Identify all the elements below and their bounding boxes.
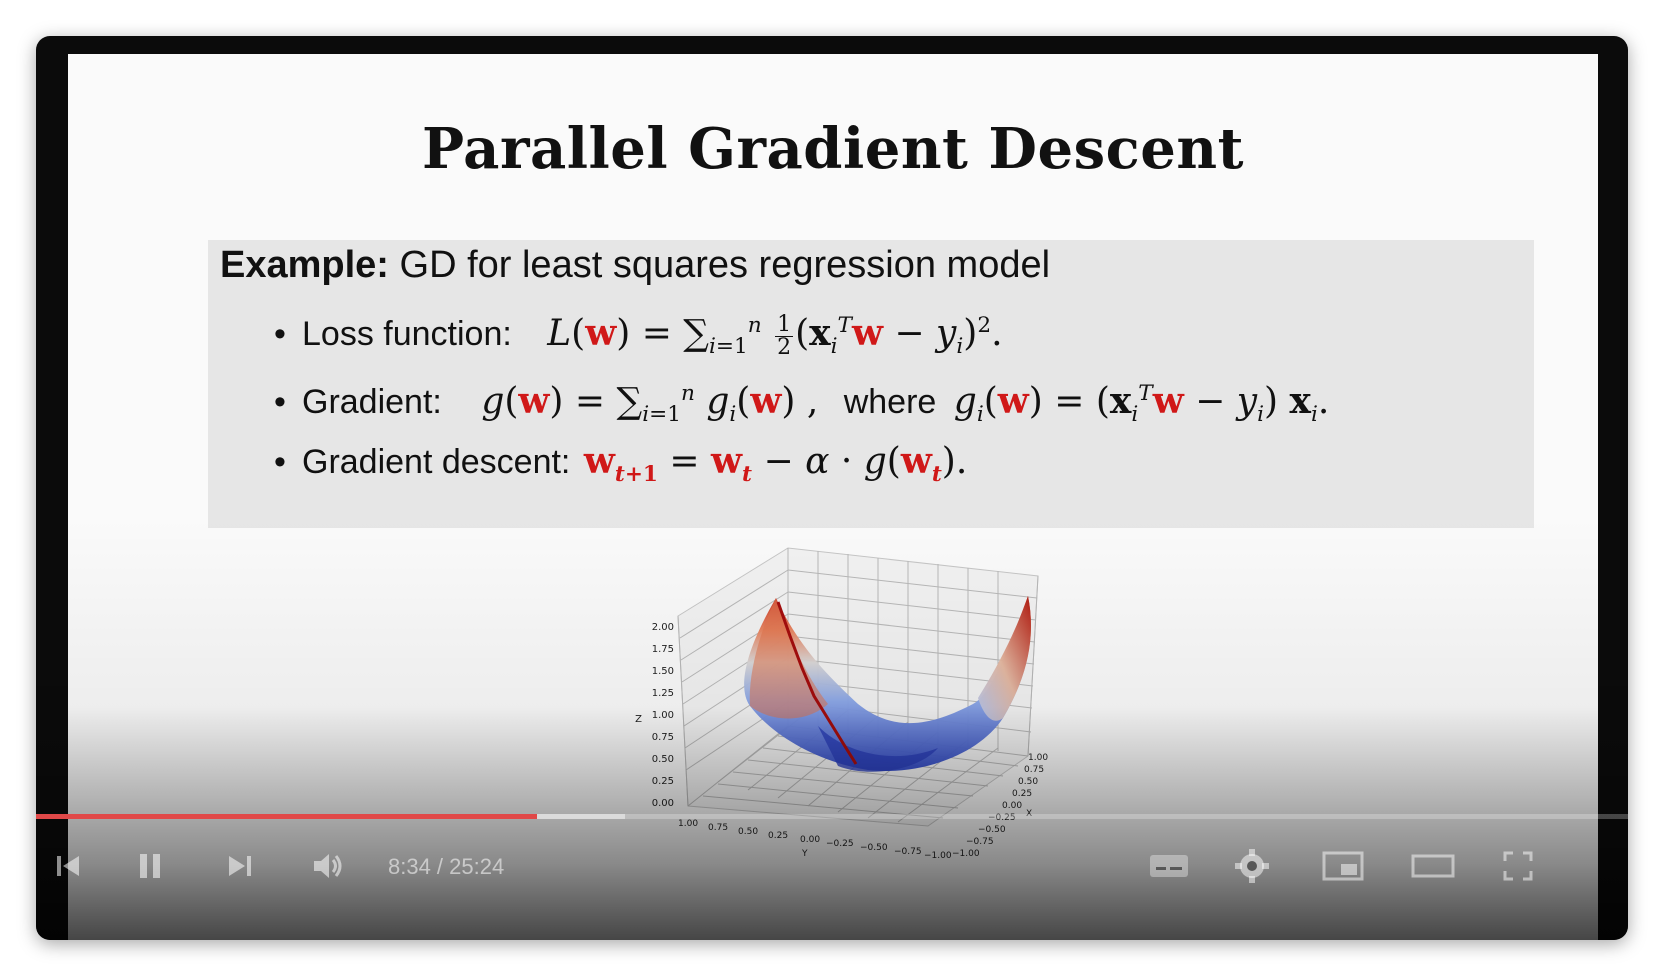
surface-plot: 2.00 1.75 1.50 1.25 1.00 0.75 0.50 0.25 …: [598, 526, 1068, 886]
x-tick: 0.75: [1024, 765, 1044, 775]
skip-back-button[interactable]: [46, 844, 90, 888]
theater-icon: [1411, 854, 1455, 878]
skip-next-button[interactable]: [218, 844, 262, 888]
z-tick: 1.00: [652, 710, 674, 721]
z-tick: 0.75: [652, 732, 674, 743]
captions-icon: [1150, 855, 1188, 877]
z-axis-ticks: 2.00 1.75 1.50 1.25 1.00 0.75 0.50 0.25 …: [635, 622, 674, 809]
theater-mode-button[interactable]: [1408, 844, 1458, 888]
video-player[interactable]: Parallel Gradient Descent Example: GD fo…: [36, 36, 1628, 940]
bullet-dot: •: [274, 383, 286, 421]
gradient-i-formula: gi(w) = (xiTw − yi) xi.: [953, 380, 1330, 428]
skip-back-icon: [57, 856, 79, 876]
gradient-formula: g(w) = ∑i=1n gi(w) ,: [481, 380, 819, 428]
plot-grid: [677, 547, 1039, 827]
z-tick: 1.50: [652, 666, 674, 677]
bullet-label: Gradient:: [302, 383, 442, 421]
bullet-label: Loss function:: [302, 315, 512, 353]
z-tick: 0.50: [652, 754, 674, 765]
progress-bar[interactable]: [36, 814, 1628, 819]
loss-formula: L(w) = ∑i=1n 1 2 (xiTw − yi)2.: [547, 311, 1003, 360]
volume-button[interactable]: [306, 844, 350, 888]
fullscreen-icon: [1503, 851, 1533, 881]
player-controls: 8:34 / 25:24: [36, 836, 1628, 898]
pause-icon: [140, 854, 160, 878]
x-tick: −0.50: [978, 825, 1006, 835]
progress-buffered: [537, 814, 626, 819]
fullscreen-button[interactable]: [1498, 844, 1538, 888]
z-tick: 0.00: [652, 798, 674, 809]
pause-button[interactable]: [128, 844, 172, 888]
miniplayer-icon: [1322, 851, 1364, 881]
bullet-dot: •: [274, 443, 286, 481]
z-axis-label: Z: [635, 714, 642, 725]
progress-played: [36, 814, 538, 819]
bullet-loss-function: • Loss function: L(w) = ∑i=1n 1 2 (xiTw − y…: [274, 312, 1003, 359]
y-tick: 1.00: [678, 819, 698, 829]
settings-button[interactable]: [1228, 844, 1276, 888]
lecture-slide: Parallel Gradient Descent Example: GD fo…: [68, 54, 1598, 940]
z-tick: 1.75: [652, 644, 674, 655]
bullet-label: Gradient descent:: [302, 443, 571, 481]
where-connector: where: [843, 383, 937, 421]
z-tick: 0.25: [652, 776, 674, 787]
surface-plot-svg: 2.00 1.75 1.50 1.25 1.00 0.75 0.50 0.25 …: [635, 547, 1048, 861]
x-tick: 1.00: [1028, 753, 1048, 763]
captions-button[interactable]: [1144, 844, 1194, 888]
slide-title: Parallel Gradient Descent: [422, 116, 1244, 182]
example-text: GD for least squares regression model: [388, 244, 1051, 286]
miniplayer-button[interactable]: [1318, 844, 1368, 888]
example-heading: Example: GD for least squares regression…: [220, 244, 1050, 287]
example-box: Example: GD for least squares regression…: [208, 240, 1534, 528]
bullet-gradient: • Gradient: g(w) = ∑i=1n gi(w) , where gi…: [274, 380, 1329, 427]
x-tick: 0.00: [1002, 801, 1022, 811]
settings-icon: [1235, 849, 1269, 883]
bullet-dot: •: [274, 315, 286, 353]
y-tick: 0.75: [708, 823, 728, 833]
x-tick: 0.50: [1018, 777, 1038, 787]
example-label: Example:: [220, 244, 389, 286]
bullet-gradient-descent: • Gradient descent: wt+1 = wt − α · g(wt)…: [274, 440, 967, 487]
z-tick: 2.00: [652, 622, 674, 633]
skip-next-icon: [229, 856, 251, 876]
update-formula: wt+1 = wt − α · g(wt).: [583, 440, 968, 488]
z-tick: 1.25: [652, 688, 674, 699]
time-display: 8:34 / 25:24: [388, 854, 505, 879]
x-tick: 0.25: [1012, 789, 1032, 799]
volume-icon: [314, 854, 342, 878]
